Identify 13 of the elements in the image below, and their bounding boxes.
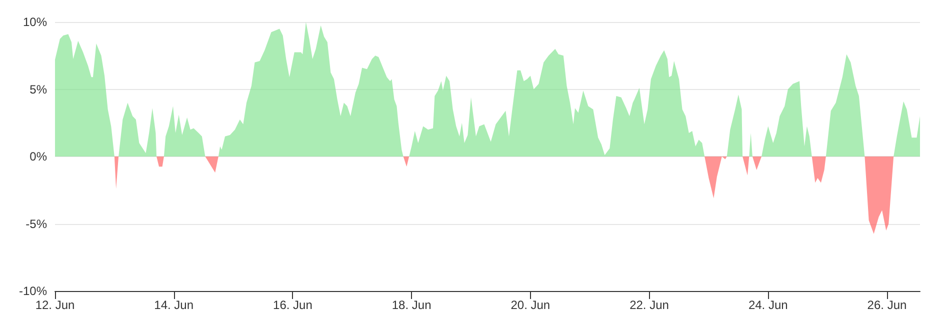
x-tick-label: 22. Jun bbox=[630, 298, 669, 312]
y-tick-label: -5% bbox=[26, 216, 48, 231]
x-tick-label: 12. Jun bbox=[35, 298, 75, 312]
x-tick-label: 26. Jun bbox=[867, 298, 907, 312]
x-tick-label: 20. Jun bbox=[510, 298, 550, 312]
x-tick-label: 24. Jun bbox=[748, 298, 788, 312]
y-tick-label: 10% bbox=[22, 15, 48, 29]
x-tick-label: 16. Jun bbox=[273, 298, 312, 312]
y-tick-label: 5% bbox=[30, 82, 48, 96]
y-tick-label: 0% bbox=[30, 150, 48, 164]
y-tick-label: -10% bbox=[18, 284, 48, 298]
x-tick-label: 18. Jun bbox=[392, 298, 432, 312]
x-tick-label: 14. Jun bbox=[154, 298, 194, 312]
